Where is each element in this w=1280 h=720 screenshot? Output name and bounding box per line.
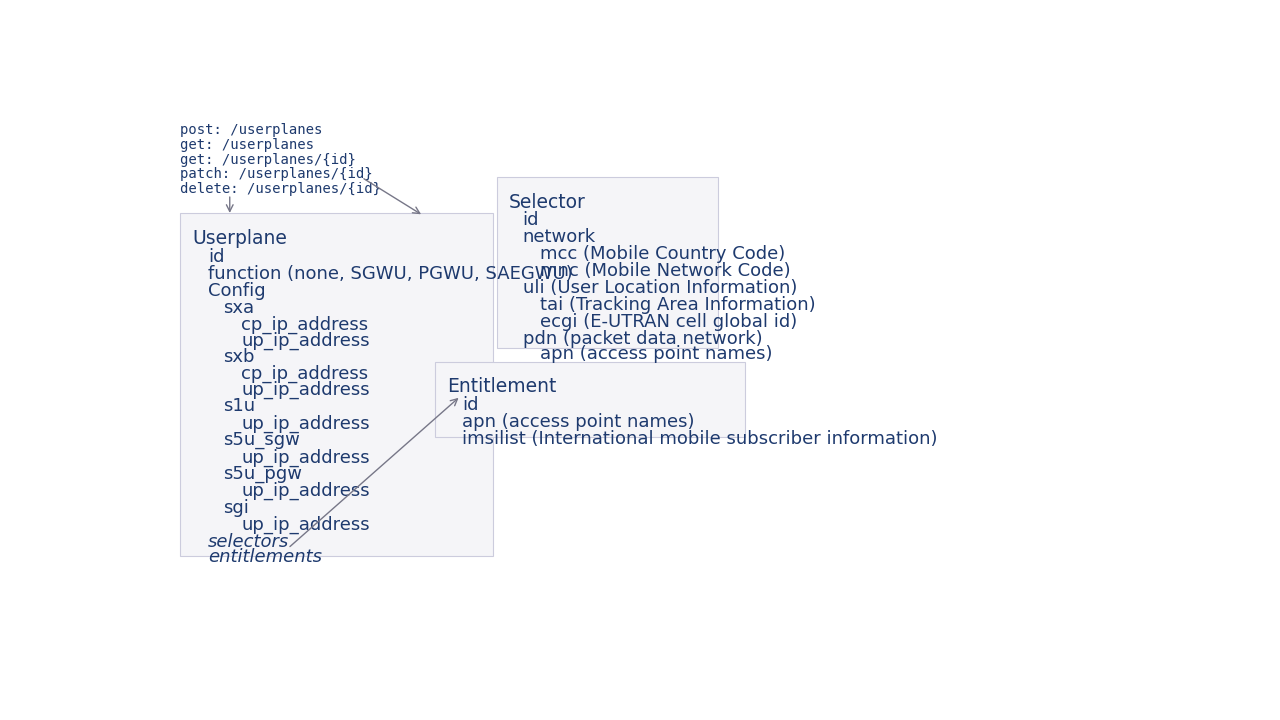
Text: ecgi (E-UTRAN cell global id): ecgi (E-UTRAN cell global id) (540, 312, 797, 330)
FancyBboxPatch shape (497, 177, 718, 348)
Text: Config: Config (209, 282, 266, 300)
Text: entitlements: entitlements (209, 549, 323, 567)
Text: up_ip_address: up_ip_address (242, 449, 370, 467)
Text: up_ip_address: up_ip_address (242, 381, 370, 399)
Text: s5u_sgw: s5u_sgw (224, 431, 301, 449)
Text: s5u_pgw: s5u_pgw (224, 465, 302, 483)
Text: get: /userplanes: get: /userplanes (180, 138, 314, 152)
Text: apn (access point names): apn (access point names) (462, 413, 695, 431)
Text: sxa: sxa (224, 299, 255, 317)
Text: Userplane: Userplane (192, 229, 288, 248)
Text: cp_ip_address: cp_ip_address (242, 316, 369, 334)
Text: uli (User Location Information): uli (User Location Information) (522, 279, 797, 297)
Text: s1u: s1u (224, 397, 256, 415)
Text: id: id (522, 211, 539, 229)
Text: delete: /userplanes/{id}: delete: /userplanes/{id} (180, 182, 381, 196)
Text: apn (access point names): apn (access point names) (540, 345, 772, 363)
Text: network: network (522, 228, 595, 246)
Text: mcc (Mobile Country Code): mcc (Mobile Country Code) (540, 245, 785, 263)
FancyBboxPatch shape (180, 213, 493, 556)
Text: pdn (packet data network): pdn (packet data network) (522, 330, 763, 348)
Text: get: /userplanes/{id}: get: /userplanes/{id} (180, 153, 356, 166)
Text: mnc (Mobile Network Code): mnc (Mobile Network Code) (540, 262, 790, 280)
Text: id: id (462, 396, 479, 414)
Text: patch: /userplanes/{id}: patch: /userplanes/{id} (180, 167, 372, 181)
Text: cp_ip_address: cp_ip_address (242, 365, 369, 384)
Text: up_ip_address: up_ip_address (242, 331, 370, 349)
Text: up_ip_address: up_ip_address (242, 415, 370, 433)
Text: Selector: Selector (508, 193, 586, 212)
Text: selectors: selectors (209, 533, 289, 551)
Text: imsilist (International mobile subscriber information): imsilist (International mobile subscribe… (462, 430, 938, 448)
Text: function (none, SGWU, PGWU, SAEGWU): function (none, SGWU, PGWU, SAEGWU) (209, 265, 573, 283)
FancyBboxPatch shape (435, 362, 745, 437)
Text: Entitlement: Entitlement (447, 377, 556, 397)
Text: sxb: sxb (224, 348, 255, 366)
Text: up_ip_address: up_ip_address (242, 482, 370, 500)
Text: up_ip_address: up_ip_address (242, 516, 370, 534)
Text: sgi: sgi (224, 499, 250, 517)
Text: post: /userplanes: post: /userplanes (180, 123, 323, 138)
Text: id: id (209, 248, 224, 266)
Text: tai (Tracking Area Information): tai (Tracking Area Information) (540, 296, 815, 314)
